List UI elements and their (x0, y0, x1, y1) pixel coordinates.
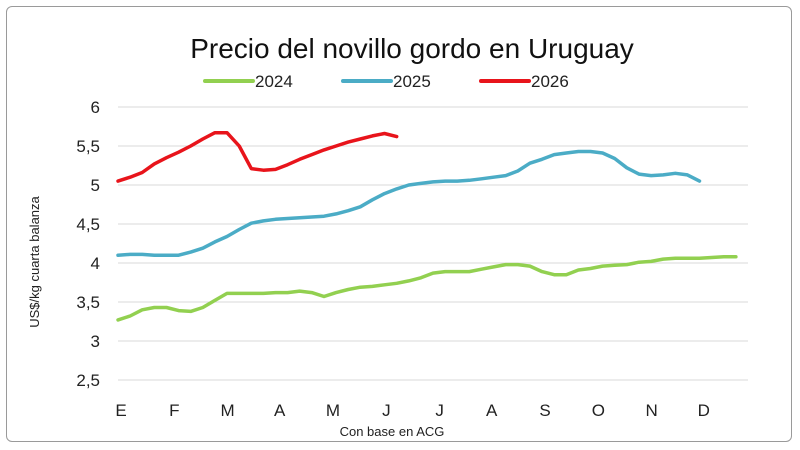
legend: 2024 2025 2026 (203, 72, 569, 91)
y-axis-ticks: 6 5,5 5 4,5 4 3,5 3 2,5 (76, 98, 100, 390)
y-tick-label: 6 (91, 98, 100, 117)
legend-item-2024: 2024 (203, 72, 293, 91)
x-tick-label: M (221, 401, 235, 420)
y-tick-label: 2,5 (76, 371, 100, 390)
y-tick-label: 5,5 (76, 137, 100, 156)
legend-item-2025: 2025 (341, 72, 431, 91)
series-line-2024 (116, 255, 738, 322)
series-lines (116, 130, 738, 322)
y-tick-label: 5 (91, 176, 100, 195)
legend-label-2024: 2024 (255, 72, 293, 91)
legend-label-2025: 2025 (393, 72, 431, 91)
x-tick-label: M (326, 401, 340, 420)
y-axis-label: US$/kg cuarta balanza (27, 195, 42, 327)
series-line-2025 (116, 149, 702, 257)
x-tick-label: A (486, 401, 498, 420)
x-tick-label: N (646, 401, 658, 420)
x-tick-label: J (435, 401, 444, 420)
y-tick-label: 4,5 (76, 215, 100, 234)
y-tick-label: 3,5 (76, 293, 100, 312)
x-tick-label: D (698, 401, 710, 420)
gridlines (118, 106, 748, 381)
legend-item-2026: 2026 (479, 72, 569, 91)
x-tick-label: E (115, 401, 126, 420)
x-tick-label: F (169, 401, 179, 420)
x-tick-label: O (592, 401, 605, 420)
x-axis-label: Con base en ACG (340, 424, 445, 439)
x-tick-label: J (382, 401, 391, 420)
series-line-2026 (116, 130, 399, 183)
chart-title: Precio del novillo gordo en Uruguay (190, 33, 634, 64)
y-tick-label: 3 (91, 332, 100, 351)
y-tick-label: 4 (91, 254, 100, 273)
legend-label-2026: 2026 (531, 72, 569, 91)
x-tick-label: A (274, 401, 286, 420)
x-tick-label: S (539, 401, 550, 420)
